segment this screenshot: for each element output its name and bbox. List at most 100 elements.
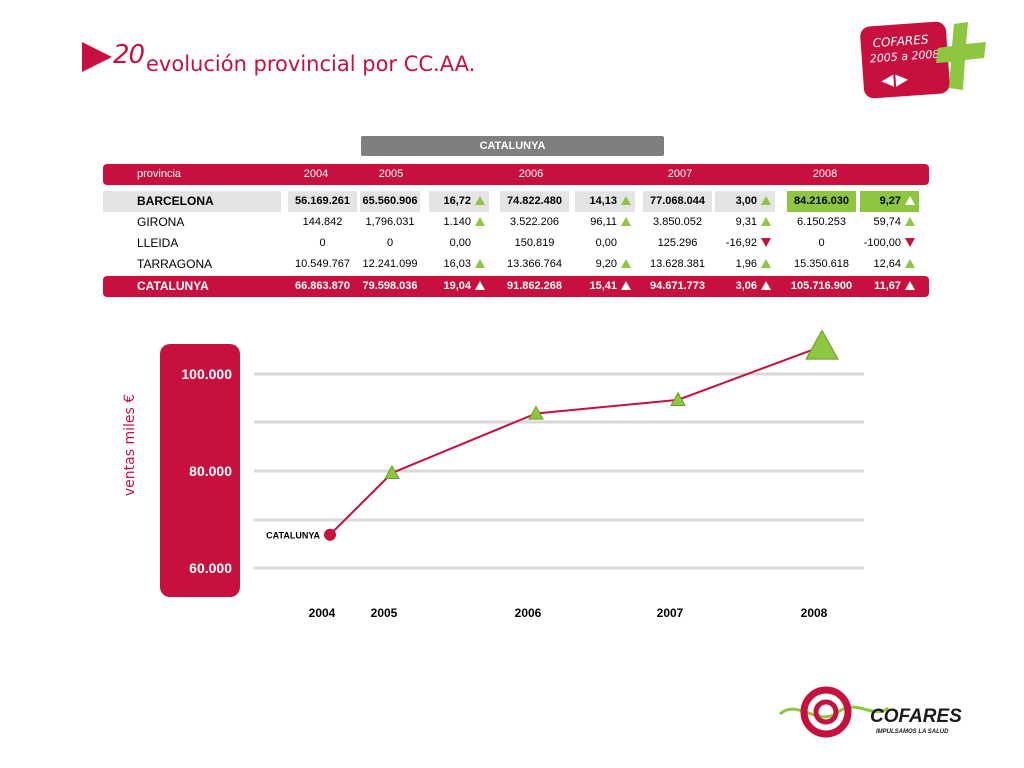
- trend-up-icon: [621, 259, 631, 268]
- cell-value: -100,00: [863, 237, 901, 249]
- trend-up-icon: [621, 281, 631, 290]
- cell-value: 1,96: [735, 258, 757, 270]
- x-tick-label: 2005: [371, 606, 398, 620]
- table-cell-p2006: 9,20: [575, 254, 635, 275]
- province-name: BARCELONA: [103, 191, 281, 212]
- table-row: BARCELONA 56.169.261 65.560.906 16,72 74.822…: [103, 191, 929, 212]
- table-cell-p2005: 19,04: [429, 276, 489, 297]
- cell-value: 12,64: [873, 258, 901, 270]
- table-row: LLEIDA 0 0 0,00 150.819 0,00 125.296 -16,92 0 -10…: [103, 233, 929, 254]
- cell-value: 16,03: [443, 258, 471, 270]
- table-cell-p2006: 0,00: [575, 233, 635, 254]
- header-provincia: provincia: [137, 168, 182, 180]
- cell-value: 12.241.099: [362, 258, 418, 270]
- data-point: [324, 528, 336, 541]
- table-total-band: [103, 276, 929, 297]
- trend-down-icon: [761, 238, 771, 247]
- logo-tagline: IMPULSAMOS LA SALUD: [876, 729, 949, 735]
- table-cell-p2007: -16,92: [715, 233, 775, 254]
- data-point: [670, 391, 686, 406]
- table-cell-v2004: 56.169.261: [288, 191, 357, 212]
- cell-value: 0: [818, 237, 825, 249]
- table-cell-v2004: 66.863.870: [288, 276, 357, 297]
- cell-value: 19,04: [443, 280, 471, 292]
- cell-value: -16,92: [725, 237, 757, 249]
- cell-value: 56.169.261: [294, 195, 351, 207]
- table-cell-p2005: 0,00: [429, 233, 489, 254]
- trend-up-icon: [621, 217, 631, 226]
- cell-value: 0,00: [449, 237, 471, 249]
- table-cell-v2007: 3.850.052: [643, 212, 712, 233]
- table-cell-p2007: 3,00: [715, 191, 775, 212]
- badge-line2: 2005 a 2008: [869, 47, 940, 66]
- data-point: [384, 464, 400, 480]
- table-cell-p2008: -100,00: [860, 233, 919, 254]
- cell-value: 9,20: [595, 258, 617, 270]
- cofares-badge: COFARES 2005 a 2008 ◀▶: [859, 20, 990, 99]
- province-name: CATALUNYA: [137, 279, 209, 293]
- cell-value: 125.296: [657, 237, 698, 249]
- cell-value: 66.863.870: [294, 280, 351, 292]
- region-tab[interactable]: CATALUNYA: [361, 136, 664, 156]
- series-label: CATALUNYA: [266, 531, 320, 541]
- y-tick-label: 60.000: [189, 560, 232, 576]
- page-title: evolución provincial por CC.AA.: [146, 52, 476, 76]
- table-cell-p2008: 12,64: [860, 254, 919, 275]
- cell-value: 3,06: [735, 280, 757, 292]
- data-point: [805, 330, 839, 360]
- data-point: [528, 405, 544, 420]
- cell-value: 10.549.767: [294, 258, 351, 270]
- logo-text: COFARES: [870, 706, 962, 727]
- y-tick-label: 80.000: [189, 463, 232, 479]
- trend-up-icon: [621, 196, 631, 205]
- cell-value: 0: [319, 237, 326, 249]
- x-tick-label: 2006: [515, 606, 542, 620]
- table-cell-v2007: 13.628.381: [643, 254, 712, 275]
- table-cell-v2004: 10.549.767: [288, 254, 357, 275]
- table-cell-v2008: 0: [787, 233, 856, 254]
- cell-value: 11,67: [874, 280, 901, 292]
- cell-value: 15.350.618: [793, 258, 850, 270]
- cell-value: 77.068.044: [649, 195, 706, 207]
- x-tick-label: 2007: [657, 606, 684, 620]
- y-tick-label: 100.000: [181, 366, 232, 382]
- trend-up-icon: [475, 281, 485, 290]
- trend-up-icon: [761, 281, 771, 290]
- table-cell-p2006: 15,41: [575, 276, 635, 297]
- table-header: provincia 2004 2005 2006 2007 2008: [103, 164, 929, 185]
- cell-value: 84.216.030: [793, 195, 850, 207]
- table-cell-v2006: 91.862.268: [500, 276, 569, 297]
- cell-value: 3,00: [735, 195, 757, 207]
- badge-arrows-icon: ◀▶: [880, 70, 911, 90]
- slide-number: 20: [113, 40, 145, 70]
- cell-value: 105.716.900: [790, 280, 853, 292]
- header-2007: 2007: [667, 168, 693, 180]
- trend-up-icon: [905, 217, 915, 226]
- badge-line1: COFARES: [872, 32, 929, 51]
- cell-value: 91.862.268: [506, 280, 563, 292]
- trend-up-icon: [475, 217, 485, 226]
- cell-value: 14,13: [589, 195, 617, 207]
- cell-value: 0,00: [595, 237, 617, 249]
- cell-value: 94.671.773: [649, 280, 706, 292]
- table-cell-v2005: 79.598.036: [360, 276, 420, 297]
- table-cell-v2004: 0: [288, 233, 357, 254]
- header-2008: 2008: [812, 168, 838, 180]
- cell-value: 9,27: [879, 195, 901, 207]
- table-cell-p2005: 16,03: [429, 254, 489, 275]
- header-2005: 2005: [378, 168, 404, 180]
- trend-up-icon: [905, 281, 915, 290]
- cell-value: 150.819: [514, 237, 555, 249]
- cell-value: 96,11: [590, 216, 617, 228]
- table-cell-v2006: 150.819: [500, 233, 569, 254]
- cell-value: 6.150.253: [797, 216, 846, 228]
- table-row: GIRONA 144.842 1,796.031 1.140 3.522.206 96,1…: [103, 212, 929, 233]
- cell-value: 13.628.381: [649, 258, 706, 270]
- table-cell-v2007: 77.068.044: [643, 191, 712, 212]
- table-cell-v2007: 94.671.773: [643, 276, 712, 297]
- table-cell-v2008: 105.716.900: [787, 276, 856, 297]
- table-cell-v2005: 12.241.099: [360, 254, 420, 275]
- header-2004: 2004: [303, 168, 329, 180]
- cell-value: 13.366.764: [506, 258, 563, 270]
- table-cell-v2008: 84.216.030: [787, 191, 856, 212]
